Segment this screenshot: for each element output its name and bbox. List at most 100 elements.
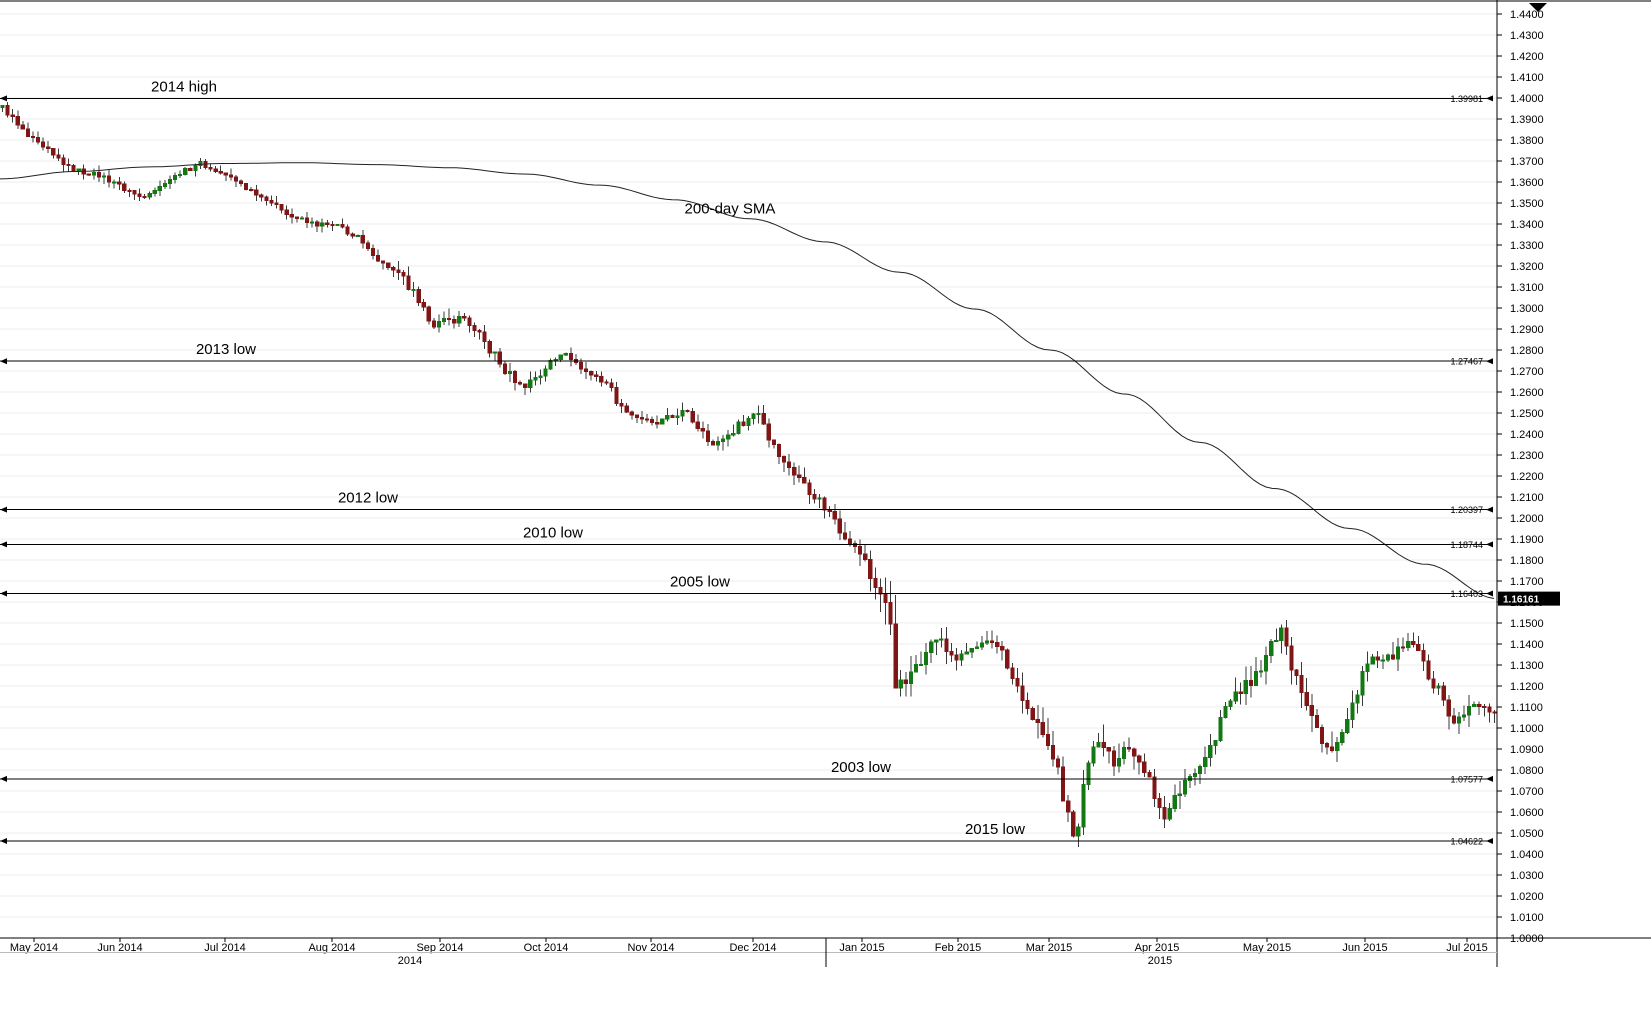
sma-value-badge: 1.16161 — [1498, 591, 1560, 606]
level-left-arrow-icon — [0, 358, 7, 365]
level-label: 2005 low — [670, 574, 730, 591]
price-axis-label: 1.0200 — [1510, 891, 1544, 903]
price-axis-label: 1.0900 — [1510, 744, 1544, 756]
price-axis-label: 1.2400 — [1510, 429, 1544, 441]
month-label: Sep 2014 — [416, 942, 463, 954]
price-axis-label: 1.0500 — [1510, 828, 1544, 840]
month-label: Nov 2014 — [627, 942, 674, 954]
level-label: 2014 high — [151, 78, 217, 95]
price-axis-label: 1.4400 — [1510, 9, 1544, 21]
price-axis-label: 1.0400 — [1510, 849, 1544, 861]
month-label: Aug 2014 — [308, 942, 355, 954]
year-label: 2015 — [1148, 955, 1172, 967]
level-left-arrow-icon — [0, 541, 7, 548]
year-label: 2014 — [398, 955, 422, 967]
month-label: Jul 2014 — [204, 942, 246, 954]
level-right-arrow-icon — [1486, 837, 1493, 844]
month-label: May 2015 — [1243, 942, 1291, 954]
price-axis-label: 1.1100 — [1510, 702, 1543, 714]
level-right-arrow-icon — [1486, 541, 1493, 548]
month-label: Mar 2015 — [1026, 942, 1072, 954]
price-axis-label: 1.2100 — [1510, 492, 1544, 504]
price-axis-label: 1.1800 — [1510, 555, 1544, 567]
price-axis-label: 1.1900 — [1510, 534, 1544, 546]
month-label: Jul 2015 — [1446, 942, 1488, 954]
level-value-marker: 1.39981 — [1450, 94, 1483, 104]
level-2015-low: 1.04622 2015 low — [0, 821, 1493, 846]
level-2010-low: 1.18744 2010 low — [0, 524, 1493, 550]
price-axis-label: 1.1300 — [1510, 660, 1544, 672]
sma-line: 200-day SMA — [0, 162, 1495, 599]
level-value-marker: 1.20397 — [1450, 505, 1483, 515]
price-axis-label: 1.2200 — [1510, 471, 1544, 483]
price-axis-label: 1.3500 — [1510, 198, 1544, 210]
level-lines: 1.39981 2014 high 1.27467 2013 low 1.20397 20… — [0, 78, 1493, 846]
time-axis[interactable]: May 2014 Jun 2014 Jul 2014 Aug 2014 Sep 2014… — [0, 937, 1651, 967]
price-axis-label: 1.2500 — [1510, 408, 1544, 420]
sma-label: 200-day SMA — [685, 201, 776, 218]
level-2014-high: 1.39981 2014 high — [0, 78, 1493, 104]
price-axis-label: 1.2000 — [1510, 513, 1544, 525]
grid-lines — [0, 13, 1497, 939]
level-2013-low: 1.27467 2013 low — [0, 341, 1493, 367]
level-left-arrow-icon — [0, 837, 7, 844]
month-label: May 2014 — [10, 942, 58, 954]
level-label: 2012 low — [338, 490, 398, 507]
axis-scroll-marker-icon — [1529, 3, 1547, 12]
price-axis-label: 1.2800 — [1510, 345, 1544, 357]
price-axis-label: 1.3600 — [1510, 177, 1544, 189]
price-axis-label: 1.1700 — [1510, 576, 1544, 588]
price-axis-label: 1.0100 — [1510, 912, 1544, 924]
price-axis-label: 1.3300 — [1510, 240, 1544, 252]
price-axis-label: 1.1000 — [1510, 723, 1544, 735]
price-axis-label: 1.3700 — [1510, 156, 1544, 168]
level-value-marker: 1.18744 — [1450, 540, 1483, 550]
chart-plot-area[interactable] — [0, 0, 1497, 938]
level-right-arrow-icon — [1486, 590, 1493, 597]
price-axis-label: 1.3400 — [1510, 219, 1544, 231]
level-left-arrow-icon — [0, 506, 7, 513]
price-axis[interactable]: 1.0000 1.0100 1.0200 1.0300 1.0400 1.0500 1.06… — [1496, 0, 1544, 967]
price-axis-label: 1.0600 — [1510, 807, 1544, 819]
price-axis-label: 1.0000 — [1510, 933, 1544, 945]
level-label: 2003 low — [831, 759, 891, 776]
price-axis-label: 1.1500 — [1510, 618, 1544, 630]
level-2012-low: 1.20397 2012 low — [0, 490, 1493, 515]
price-axis-label: 1.3200 — [1510, 261, 1544, 273]
level-right-arrow-icon — [1486, 506, 1493, 513]
level-left-arrow-icon — [0, 95, 7, 102]
price-axis-label: 1.3100 — [1510, 282, 1544, 294]
price-axis-label: 1.2300 — [1510, 450, 1544, 462]
price-axis-label: 1.3000 — [1510, 303, 1544, 315]
level-right-arrow-icon — [1486, 358, 1493, 365]
level-label: 2010 low — [523, 524, 583, 541]
price-axis-label: 1.0800 — [1510, 765, 1544, 777]
price-axis-label: 1.3900 — [1510, 114, 1544, 126]
price-axis-label: 1.1400 — [1510, 639, 1544, 651]
price-axis-label: 1.2600 — [1510, 387, 1544, 399]
month-label: Dec 2014 — [729, 942, 776, 954]
level-label: 2013 low — [196, 341, 256, 358]
month-label: Jun 2014 — [97, 942, 142, 954]
level-value-marker: 1.27467 — [1450, 357, 1483, 367]
level-2003-low: 1.07577 2003 low — [0, 759, 1493, 784]
month-label: Jan 2015 — [839, 942, 884, 954]
level-label: 2015 low — [965, 821, 1025, 838]
price-axis-label: 1.4200 — [1510, 51, 1544, 63]
price-axis-label: 1.2700 — [1510, 366, 1544, 378]
month-label: Oct 2014 — [524, 942, 569, 954]
price-axis-label: 1.2900 — [1510, 324, 1544, 336]
level-left-arrow-icon — [0, 590, 7, 597]
level-right-arrow-icon — [1486, 775, 1493, 782]
price-axis-label: 1.4000 — [1510, 93, 1544, 105]
price-axis-label: 1.4300 — [1510, 30, 1544, 42]
level-value-marker: 1.07577 — [1450, 774, 1483, 784]
level-2005-low: 1.16403 2005 low — [0, 574, 1493, 599]
level-value-marker: 1.04622 — [1450, 836, 1483, 846]
candlestick-series — [0, 101, 1497, 848]
price-axis-label: 1.0700 — [1510, 786, 1544, 798]
level-left-arrow-icon — [0, 775, 7, 782]
price-axis-label: 1.4100 — [1510, 72, 1544, 84]
month-label: Feb 2015 — [935, 942, 981, 954]
